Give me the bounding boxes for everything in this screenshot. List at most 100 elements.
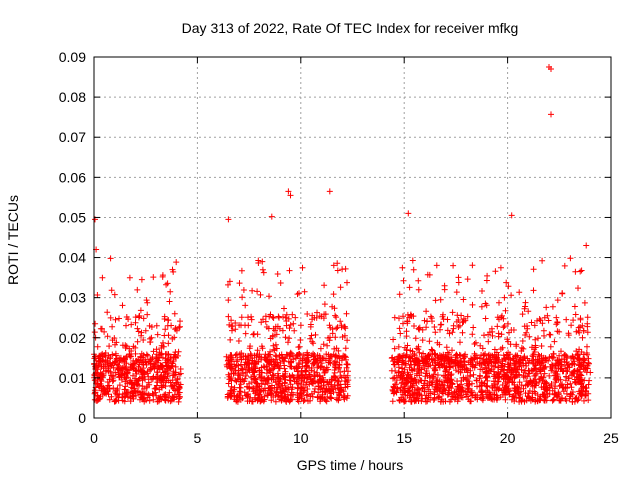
data-point — [421, 384, 428, 391]
data-point — [143, 390, 149, 397]
x-tick-label: 20 — [500, 430, 516, 446]
data-point — [415, 277, 422, 284]
data-point — [493, 395, 500, 402]
data-point — [416, 324, 423, 331]
x-tick-label: 0 — [90, 430, 98, 446]
data-point — [134, 338, 141, 345]
data-point — [437, 326, 443, 333]
data-point — [437, 321, 444, 328]
data-point — [106, 376, 113, 383]
data-point — [271, 346, 278, 353]
data-point — [442, 387, 449, 394]
data-point — [343, 310, 350, 317]
data-point — [248, 352, 255, 359]
data-point — [270, 376, 277, 383]
data-point — [248, 316, 255, 323]
y-tick-label: 0.09 — [59, 49, 86, 65]
data-point — [312, 385, 318, 392]
data-point — [287, 321, 294, 328]
data-point — [519, 338, 526, 344]
data-point — [261, 355, 268, 361]
data-point — [446, 330, 453, 337]
data-point — [287, 350, 294, 357]
data-point — [455, 279, 462, 286]
data-point — [150, 348, 157, 355]
data-point — [390, 336, 397, 343]
data-point — [248, 374, 255, 380]
data-point — [290, 391, 297, 398]
data-point — [551, 338, 558, 345]
data-point — [277, 378, 283, 385]
data-point — [415, 386, 422, 393]
data-point — [400, 313, 406, 320]
data-point — [415, 368, 421, 374]
data-point — [304, 391, 311, 398]
data-point — [291, 378, 298, 385]
data-point — [469, 301, 476, 308]
data-point — [465, 385, 472, 392]
data-point — [409, 382, 416, 389]
data-point — [537, 366, 544, 373]
data-point — [153, 346, 160, 353]
data-point — [519, 396, 526, 403]
data-point — [107, 368, 114, 375]
data-point — [388, 367, 395, 374]
data-point — [481, 332, 487, 339]
data-point — [123, 314, 130, 320]
data-point — [128, 321, 135, 328]
data-point — [228, 370, 235, 377]
data-point — [483, 277, 490, 284]
data-point — [332, 312, 339, 319]
data-point — [290, 320, 297, 327]
data-point — [579, 322, 586, 329]
data-point — [169, 383, 176, 390]
data-point — [255, 260, 262, 266]
data-point — [135, 314, 142, 321]
data-point — [325, 366, 331, 373]
data-point — [268, 397, 275, 404]
data-point — [411, 352, 418, 359]
data-point — [161, 396, 168, 403]
data-point — [539, 377, 546, 384]
data-point — [437, 296, 444, 303]
data-point — [553, 368, 560, 375]
data-point — [294, 374, 301, 381]
data-point — [232, 377, 239, 384]
data-point — [530, 351, 537, 358]
data-point — [516, 395, 523, 402]
data-point — [433, 377, 440, 384]
data-point — [519, 356, 526, 363]
data-point — [154, 398, 161, 405]
data-point — [583, 242, 590, 249]
data-point — [173, 379, 180, 386]
data-point — [282, 334, 289, 341]
data-point — [513, 343, 520, 350]
data-point — [507, 360, 514, 367]
data-point — [491, 346, 498, 353]
data-point — [509, 379, 516, 386]
data-point — [149, 355, 156, 362]
data-point — [304, 349, 311, 356]
data-point — [138, 368, 145, 375]
data-point — [332, 352, 339, 359]
data-point — [567, 391, 574, 398]
data-point — [390, 358, 397, 365]
data-point — [342, 384, 349, 391]
data-point — [168, 397, 175, 404]
data-point — [131, 382, 138, 388]
data-point — [226, 278, 233, 285]
data-point — [163, 281, 170, 288]
data-point — [314, 309, 320, 316]
data-point — [487, 358, 494, 365]
data-point — [450, 325, 457, 332]
data-point — [321, 311, 328, 318]
data-point — [587, 369, 594, 376]
data-point — [138, 332, 145, 339]
data-point — [235, 338, 242, 344]
data-point — [430, 397, 437, 403]
data-point — [164, 373, 171, 380]
data-point — [409, 367, 416, 374]
data-point — [238, 267, 245, 274]
data-point — [333, 314, 340, 321]
